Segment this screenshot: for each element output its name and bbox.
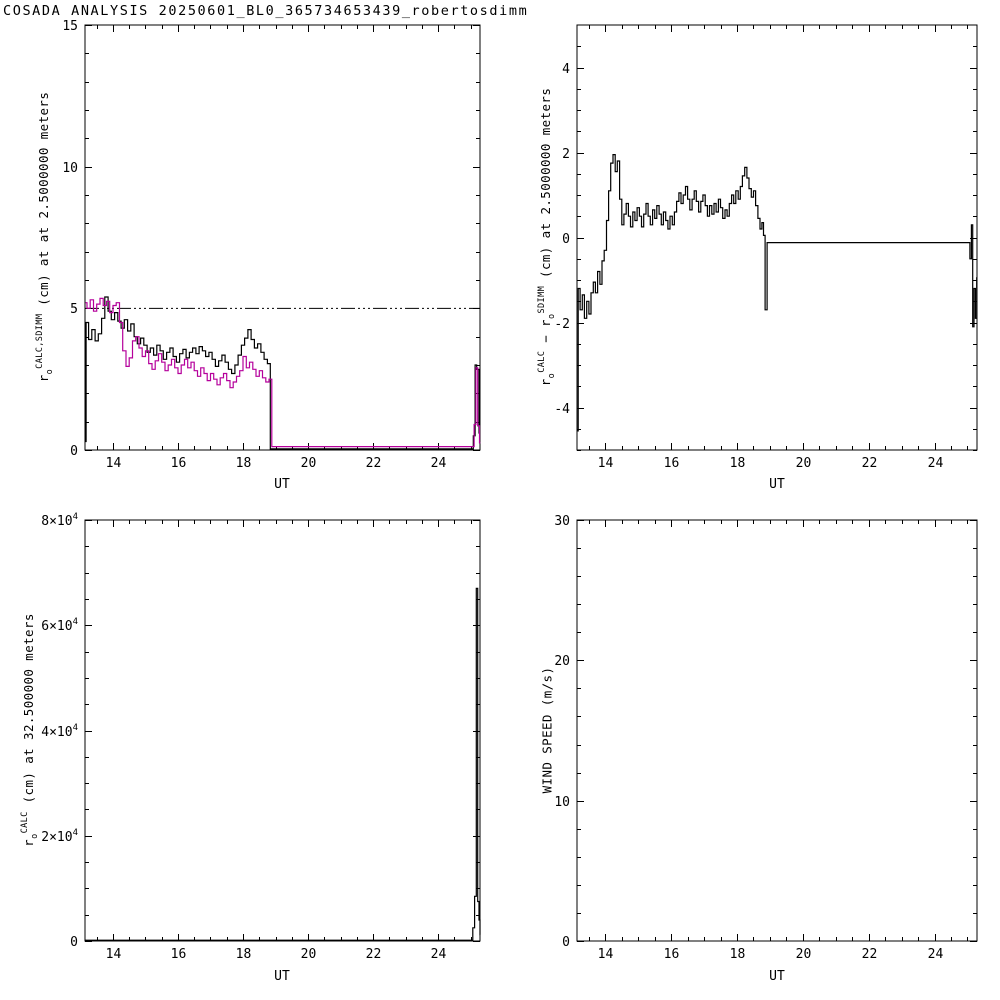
y-tick-label: -2 [554,317,570,332]
y-tick-label: 6×104 [41,617,78,634]
y-tick-label: 10 [62,161,78,176]
y-tick-label: 8×104 [41,512,78,529]
x-tick-label: 22 [862,947,878,962]
x-tick-label: 20 [301,456,317,471]
ylabel-r0-calc-sdimm-2-5m: roCALC,SDIMM (cm) at at 2.5000000 meters [35,91,55,383]
series-r0_calc_32.5m [85,587,481,941]
panel-r0-calc-at-32.5m: 14 16 18 20 22 24 0 2×104 4×104 6×104 8×104 [41,512,481,962]
series-r0_calc [85,296,481,450]
plot-box [576,519,978,942]
y-tick-label: 4 [562,62,570,77]
series-r0_sdimm [85,297,481,448]
x-tick-label: 20 [301,947,317,962]
y-tick-label: 2 [562,147,570,162]
x-tick-label: 16 [171,456,187,471]
y-tick-label: 0 [562,935,570,950]
x-tick-label: 22 [366,947,382,962]
x-tick-label: 18 [236,947,252,962]
page-title: COSADA ANALYSIS 20250601_BL0_36573465343… [3,3,529,19]
panel-r0-at-2.5m: 14 16 18 20 22 24 0 5 10 15 [62,19,481,471]
xlabel-ut-top-right: UT [769,477,785,492]
x-tick-label: 18 [236,456,252,471]
y-tick-label: 2×104 [41,828,78,845]
x-tick-label: 14 [106,947,122,962]
x-tick-label: 22 [366,456,382,471]
series-r0_calc_minus_sdimm [577,154,978,432]
y-tick-label: 0 [70,935,78,950]
y-tick-label: 0 [70,444,78,459]
x-tick-label: 22 [862,456,878,471]
plot-box [84,519,481,942]
xlabel-ut-bottom-left: UT [274,969,290,984]
x-tick-label: 24 [431,947,447,962]
x-tick-label: 20 [796,456,812,471]
y-tick-label: 10 [554,795,570,810]
xlabel-ut-top-left: UT [274,477,290,492]
plot-box [576,24,978,451]
y-tick-label: -4 [554,402,570,417]
x-tick-label: 18 [730,456,746,471]
x-tick-label: 18 [730,947,746,962]
xlabel-ut-bottom-right: UT [769,969,785,984]
x-tick-label: 20 [796,947,812,962]
panel-wind-speed: 14 16 18 20 22 24 0 10 20 30 [554,514,978,962]
ylabel-r0-calc-32-5m: roCALC (cm) at 32.500000 meters [20,613,40,847]
y-tick-label: 5 [70,302,78,317]
x-tick-label: 24 [431,456,447,471]
x-tick-label: 24 [928,947,944,962]
y-tick-label: 30 [554,514,570,529]
plot-box [84,24,481,451]
y-tick-label: 4×104 [41,723,78,740]
ylabel-wind-speed: WIND SPEED (m/s) [539,666,555,794]
x-tick-label: 16 [664,947,680,962]
x-tick-label: 14 [106,456,122,471]
y-tick-label: 20 [554,654,570,669]
ylabel-r0-diff-2-5m: roCALC − roSDIMM (cm) at 2.5000000 meter… [537,87,557,387]
y-tick-label: 0 [562,232,570,247]
x-tick-label: 14 [598,947,614,962]
x-tick-label: 16 [664,456,680,471]
x-tick-label: 16 [171,947,187,962]
x-tick-label: 24 [928,456,944,471]
x-tick-label: 14 [598,456,614,471]
y-tick-label: 15 [62,19,78,34]
